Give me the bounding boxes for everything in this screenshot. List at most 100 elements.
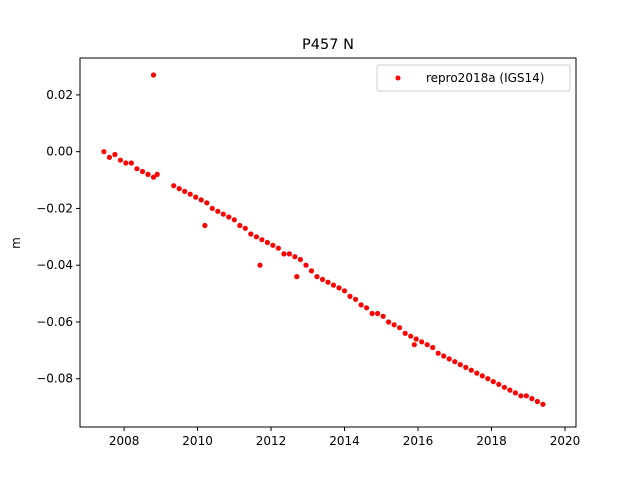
data-point xyxy=(253,234,259,240)
data-point xyxy=(375,310,381,317)
data-point xyxy=(286,251,292,257)
data-point xyxy=(204,200,210,206)
data-point xyxy=(259,237,265,243)
data-point xyxy=(490,379,496,385)
data-point xyxy=(231,217,237,223)
legend: repro2018a (IGS14) xyxy=(376,64,571,92)
data-point xyxy=(123,160,129,166)
data-point xyxy=(154,171,160,177)
y-tick-label: −0.06 xyxy=(36,315,73,329)
data-point xyxy=(479,373,485,379)
x-tick-label: 2014 xyxy=(329,434,360,448)
data-point xyxy=(215,208,221,214)
data-point xyxy=(518,393,524,399)
data-point xyxy=(187,191,193,197)
data-point xyxy=(408,333,414,339)
x-axis: 2008 2010 2012 2014 2016 2018 2020 xyxy=(109,427,580,448)
data-point xyxy=(496,381,502,387)
y-tick-label: 0.02 xyxy=(46,88,73,102)
data-point xyxy=(325,279,331,285)
data-point xyxy=(430,344,436,351)
data-points xyxy=(101,72,546,407)
data-point xyxy=(347,293,353,299)
data-point xyxy=(468,367,474,373)
x-tick-label: 2012 xyxy=(256,434,287,448)
data-point xyxy=(220,211,226,217)
plot-frame xyxy=(79,57,577,428)
data-point xyxy=(314,274,320,280)
data-point xyxy=(341,288,348,294)
data-point xyxy=(150,72,157,78)
data-point xyxy=(452,359,458,365)
data-point xyxy=(198,197,204,203)
data-point xyxy=(507,387,513,393)
data-point xyxy=(202,222,208,229)
data-point xyxy=(402,330,408,336)
data-point xyxy=(134,166,140,172)
data-point xyxy=(441,353,447,359)
data-point xyxy=(330,282,337,288)
data-point xyxy=(117,157,123,163)
data-point xyxy=(474,370,480,376)
data-point xyxy=(411,342,417,348)
data-point xyxy=(386,319,392,325)
data-point xyxy=(303,262,309,268)
x-tick-label: 2018 xyxy=(476,434,507,448)
data-point xyxy=(534,398,541,405)
data-point xyxy=(128,160,134,166)
legend-box xyxy=(376,64,571,92)
data-point xyxy=(358,302,364,308)
data-point xyxy=(424,342,430,348)
plot-background xyxy=(80,58,576,427)
data-point xyxy=(171,183,177,189)
y-axis: 0.02 0.00 −0.02 −0.04 −0.06 −0.08 xyxy=(36,88,80,386)
data-point xyxy=(112,151,118,158)
x-tick-label: 2008 xyxy=(109,434,140,448)
data-point xyxy=(391,322,397,328)
data-point xyxy=(139,168,146,175)
data-point xyxy=(297,256,303,263)
x-tick-label: 2020 xyxy=(550,434,581,448)
data-point xyxy=(150,174,157,180)
data-point xyxy=(364,305,370,311)
data-point xyxy=(101,149,107,155)
data-point xyxy=(248,231,254,237)
data-point xyxy=(380,313,386,319)
y-axis-label: m xyxy=(9,237,23,249)
data-point xyxy=(226,214,232,220)
y-tick-label: −0.02 xyxy=(36,201,73,215)
data-point xyxy=(308,268,315,274)
data-point xyxy=(457,362,463,368)
data-point xyxy=(446,356,452,362)
data-point xyxy=(369,310,375,317)
data-point xyxy=(529,396,535,402)
data-point xyxy=(485,376,491,382)
data-point xyxy=(145,171,151,177)
data-point xyxy=(264,239,270,246)
data-point xyxy=(540,401,546,407)
data-point xyxy=(242,225,248,231)
data-point xyxy=(193,194,199,200)
data-point xyxy=(292,254,298,260)
data-point xyxy=(413,336,419,342)
data-point xyxy=(106,154,112,160)
data-point xyxy=(182,188,188,194)
y-tick-label: −0.08 xyxy=(36,372,73,386)
data-point xyxy=(397,325,403,331)
data-point xyxy=(353,296,359,302)
data-point xyxy=(463,364,469,370)
data-point xyxy=(319,276,326,282)
data-point xyxy=(512,390,519,396)
data-point xyxy=(209,205,215,211)
data-point xyxy=(270,242,276,248)
data-point xyxy=(294,274,300,280)
data-point xyxy=(176,186,182,192)
data-point xyxy=(435,350,441,356)
x-tick-label: 2010 xyxy=(182,434,213,448)
chart-title: P457 N xyxy=(302,37,354,53)
data-point xyxy=(275,245,281,251)
data-point xyxy=(257,262,263,268)
legend-marker xyxy=(395,75,401,81)
data-point xyxy=(336,285,342,291)
